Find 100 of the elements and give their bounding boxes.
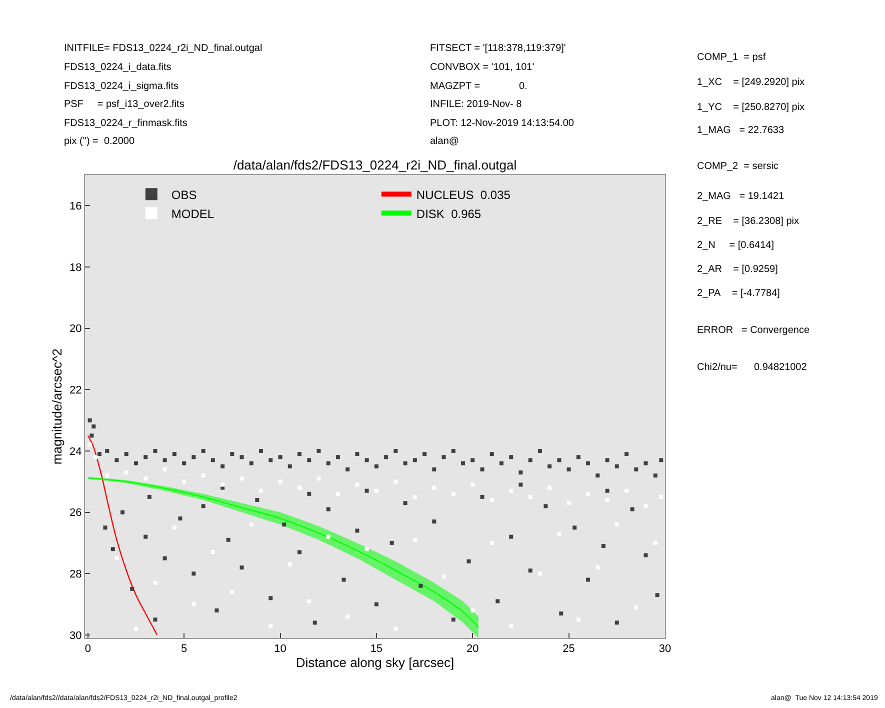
- point: [124, 470, 128, 474]
- point: [394, 626, 398, 631]
- text: 2_PA = [-4.7784]: [697, 288, 780, 299]
- text: FDS13_0224_r_finmask.fits: [64, 118, 188, 129]
- point: [134, 626, 138, 631]
- point: [326, 534, 330, 539]
- y-tick-label: 26: [70, 507, 82, 520]
- text: FDS13_0224_i_sigma.fits: [64, 81, 179, 92]
- y-tick-label: 28: [70, 568, 82, 580]
- text: PSF = psf_i13_over2.fits: [64, 99, 184, 110]
- text: COMP_1 = psf: [697, 52, 766, 63]
- point: [182, 480, 186, 484]
- point: [220, 482, 225, 487]
- point: [210, 550, 215, 554]
- point: [288, 562, 292, 566]
- point: [548, 486, 552, 490]
- point: [336, 492, 340, 496]
- legend-label: MODEL: [171, 206, 214, 221]
- point: [624, 488, 629, 493]
- x-tick-label: 15: [370, 643, 383, 656]
- y-tick-label: 30: [70, 630, 82, 642]
- text: CONVBOX = '101, 101': [430, 62, 534, 73]
- text: FDS13_0224_i_data.fits: [64, 62, 172, 73]
- point: [346, 614, 350, 619]
- y-tick-label: 20: [70, 323, 82, 336]
- point: [644, 504, 648, 508]
- point: [470, 608, 475, 612]
- text: INITFILE= FDS13_0224_r2i_ND_final.outgal: [64, 43, 262, 54]
- point: [94, 455, 98, 460]
- text: INFILE: 2019-Nov- 8: [430, 99, 522, 110]
- text: 2_RE = [36.2308] pix: [697, 216, 800, 227]
- point: [653, 540, 658, 545]
- chart-title: /data/alan/fds2/FDS13_0224_r2i_ND_final.outgal: [233, 158, 517, 173]
- text: PLOT: 12-Nov-2019 14:13:54.00: [430, 118, 574, 129]
- point: [634, 605, 638, 610]
- text: MAGZPT = 0.: [430, 81, 528, 92]
- point: [490, 498, 494, 502]
- point: [278, 480, 282, 484]
- legend-label: OBS: [171, 188, 197, 202]
- legend-label: NUCLEUS 0.035: [416, 188, 511, 202]
- x-axis-title: Distance along sky [arcsec]: [296, 655, 454, 670]
- text: 2_AR = [0.9259]: [697, 264, 778, 275]
- text: pix (") = 0.2000: [64, 136, 135, 147]
- point: [605, 498, 610, 502]
- line-series: [87, 435, 158, 636]
- point: [88, 442, 92, 447]
- point: [596, 565, 600, 570]
- point: [614, 522, 619, 527]
- point: [432, 486, 436, 490]
- text: alan@: [430, 136, 460, 147]
- point: [509, 488, 514, 493]
- point: [576, 618, 580, 622]
- point: [192, 602, 196, 606]
- text: 2_N = [0.6414]: [697, 240, 774, 251]
- point: [316, 476, 321, 481]
- point: [528, 494, 532, 499]
- legend-label: DISK 0.965: [416, 206, 482, 221]
- point: [374, 488, 378, 493]
- point: [162, 467, 167, 472]
- point: [364, 547, 369, 552]
- point: [451, 492, 456, 496]
- point: [172, 526, 176, 530]
- point: [490, 540, 494, 545]
- point: [307, 599, 312, 604]
- text: 1_MAG = 22.7633: [697, 125, 784, 136]
- text: 1_XC = [249.2920] pix: [697, 77, 805, 88]
- y-tick-label: 18: [70, 262, 82, 274]
- point: [412, 538, 417, 542]
- point: [153, 580, 158, 585]
- point: [201, 473, 206, 478]
- y-tick-label: 24: [70, 446, 82, 458]
- point: [442, 574, 446, 579]
- text: Chi2/nu= 0.94821002: [697, 362, 808, 373]
- y-axis-title: magnitude/arcsec^2: [50, 348, 64, 464]
- point: [509, 624, 514, 628]
- point: [586, 492, 590, 496]
- point: [412, 494, 417, 499]
- text: 1_YC = [250.8270] pix: [697, 102, 805, 113]
- point: [259, 488, 264, 493]
- point: [470, 482, 475, 487]
- point: [566, 501, 571, 506]
- x-tick-label: 30: [658, 643, 672, 656]
- text: ERROR = Convergence: [697, 325, 810, 336]
- point: [230, 590, 234, 594]
- y-tick-label: 16: [70, 200, 82, 213]
- point: [538, 572, 542, 576]
- x-tick-label: 5: [181, 643, 188, 656]
- x-tick-label: 25: [562, 643, 575, 656]
- point: [355, 482, 360, 487]
- y-tick-label: 22: [70, 384, 82, 396]
- point: [394, 480, 398, 484]
- point: [297, 486, 302, 490]
- x-tick-label: 10: [274, 643, 286, 656]
- x-tick-label: 20: [466, 643, 479, 656]
- point: [659, 494, 664, 499]
- text: FITSECT = '[118:378,119:379]': [430, 43, 566, 54]
- point: [557, 532, 562, 536]
- point: [105, 473, 110, 478]
- point: [268, 624, 273, 628]
- point: [144, 476, 148, 481]
